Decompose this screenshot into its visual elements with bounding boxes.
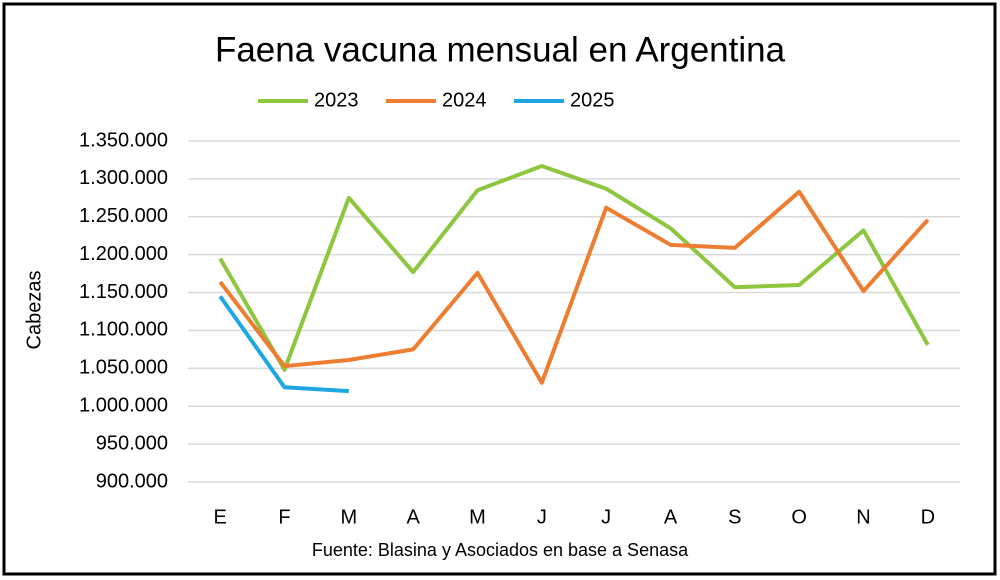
y-tick-label: 1.300.000 <box>79 167 168 189</box>
x-tick-label: J <box>537 506 547 528</box>
x-tick-label: M <box>469 506 486 528</box>
y-axis-label: Cabezas <box>23 271 45 350</box>
x-tick-label: M <box>340 506 357 528</box>
legend-label: 2023 <box>314 89 359 111</box>
series-line <box>218 295 349 394</box>
x-tick-label: O <box>791 506 807 528</box>
y-tick-label: 950.000 <box>96 432 168 454</box>
x-tick-label: F <box>278 506 290 528</box>
series-line <box>218 164 930 372</box>
x-tick-label: E <box>213 506 226 528</box>
y-tick-label: 1.150.000 <box>79 281 168 303</box>
x-tick-label: J <box>601 506 611 528</box>
x-tick-label: S <box>728 506 741 528</box>
y-tick-label: 1.050.000 <box>79 357 168 379</box>
y-tick-label: 1.250.000 <box>79 205 168 227</box>
legend-label: 2024 <box>442 89 487 111</box>
y-tick-label: 1.200.000 <box>79 243 168 265</box>
x-tick-label: A <box>664 506 678 528</box>
y-tick-label: 1.100.000 <box>79 319 168 341</box>
source-note: Fuente: Blasina y Asociados en base a Se… <box>312 540 689 560</box>
legend-label: 2025 <box>570 89 615 111</box>
y-tick-label: 1.000.000 <box>79 395 168 417</box>
y-tick-label: 900.000 <box>96 470 168 492</box>
x-tick-label: D <box>921 506 935 528</box>
y-tick-label: 1.350.000 <box>79 129 168 151</box>
x-tick-label: A <box>406 506 420 528</box>
x-tick-label: N <box>856 506 870 528</box>
chart-title: Faena vacuna mensual en Argentina <box>215 30 786 69</box>
series-line <box>218 189 930 385</box>
